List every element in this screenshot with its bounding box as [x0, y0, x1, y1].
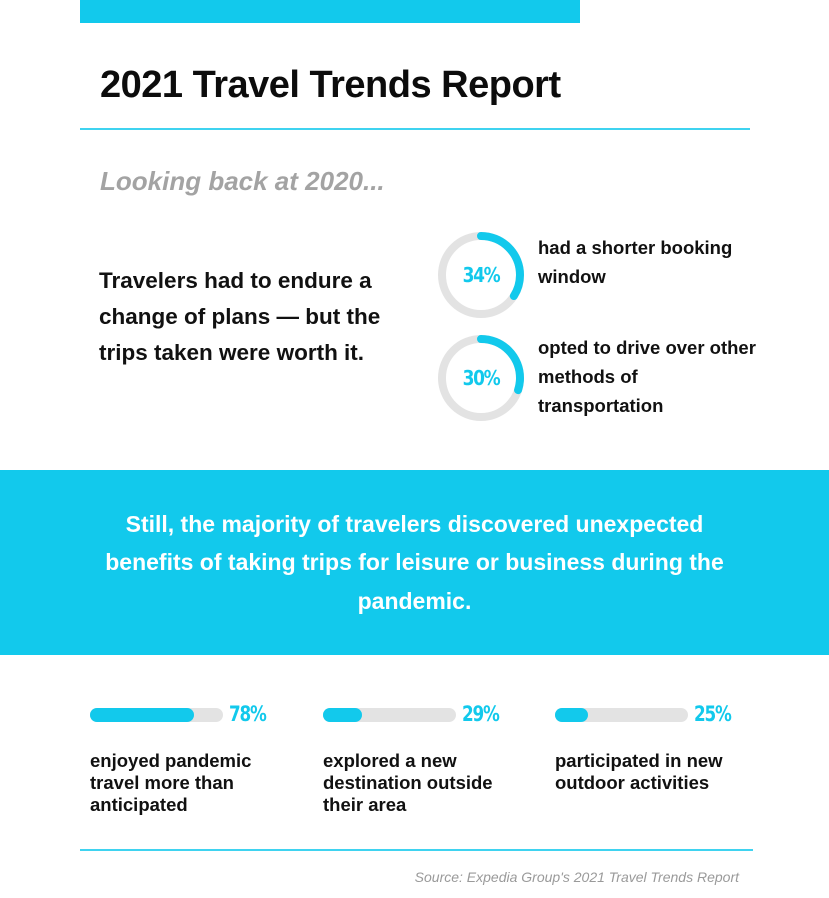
bar-value-label: 25%	[694, 702, 732, 726]
bar-track	[90, 708, 223, 722]
highlight-band: Still, the majority of travelers discove…	[0, 470, 829, 655]
title-divider	[80, 128, 750, 130]
donut-arc	[438, 232, 524, 318]
donut-arc	[438, 335, 524, 421]
donut-value-label: 30%	[462, 366, 501, 390]
lead-text: Travelers had to endure a change of plan…	[99, 268, 381, 365]
section-subtitle: Looking back at 2020...	[100, 166, 385, 196]
bar-track	[323, 708, 456, 722]
bar-value-label: 78%	[229, 702, 267, 726]
top-accent-bar	[80, 0, 580, 23]
bar-fill	[323, 708, 362, 722]
bar-fill	[555, 708, 589, 722]
highlight-text: Still, the majority of travelers discove…	[105, 510, 724, 614]
source-citation: Source: Expedia Group's 2021 Travel Tren…	[414, 869, 739, 885]
donut-chart-drive: 30%	[436, 333, 526, 423]
footer-divider	[80, 849, 753, 851]
donut-svg-2	[438, 335, 524, 421]
donut-caption: opted to drive over other methods of tra…	[538, 337, 756, 416]
bar-category-label: participated in new outdoor activities	[555, 750, 723, 793]
bar-track	[555, 708, 688, 722]
page-title: 2021 Travel Trends Report	[100, 64, 561, 106]
bar-fill	[90, 708, 194, 722]
donut-svg-1	[438, 232, 524, 318]
bar-value-label: 29%	[462, 702, 500, 726]
bar-category-label: explored a new destination outside their…	[323, 750, 493, 815]
bar-category-label: enjoyed pandemic travel more than antici…	[90, 750, 252, 815]
donut-caption: had a shorter booking window	[538, 237, 733, 287]
donut-chart-shorter-booking: 34%	[436, 230, 526, 320]
donut-value-label: 34%	[462, 263, 501, 287]
